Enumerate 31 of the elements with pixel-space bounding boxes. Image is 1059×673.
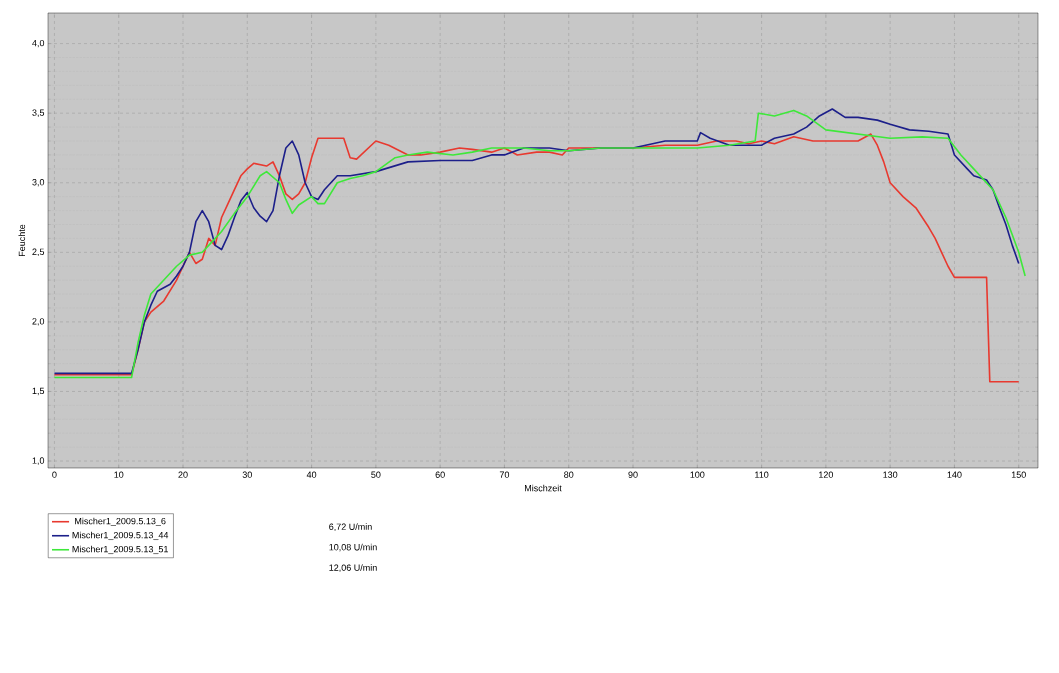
legend-label: Mischer1_2009.5.13_51 bbox=[72, 545, 168, 555]
text: 10,08 U/min bbox=[329, 543, 377, 552]
x-tick-label: 100 bbox=[690, 471, 705, 478]
text: 12,06 U/min bbox=[329, 564, 377, 572]
x-tick-label: 30 bbox=[242, 471, 252, 478]
y-tick-label: 1,5 bbox=[32, 387, 45, 396]
x-tick-label: 40 bbox=[306, 471, 317, 478]
x-tick-label: 120 bbox=[819, 471, 834, 478]
x-tick-label: 20 bbox=[178, 471, 188, 478]
legend-label: Mischer1_2009.5.13_6 bbox=[75, 517, 166, 527]
x-tick-label: 80 bbox=[564, 471, 574, 478]
text: 6,72 U/min bbox=[329, 523, 372, 531]
x-tick-label: 90 bbox=[628, 471, 638, 478]
y-tick-label: 3,0 bbox=[32, 179, 45, 187]
x-axis-title: Mischzeit bbox=[524, 484, 562, 492]
x-tick-label: 140 bbox=[947, 471, 962, 478]
x-tick-label: 150 bbox=[1011, 471, 1026, 478]
x-tick-label: 0 bbox=[52, 471, 57, 478]
x-tick-label: 50 bbox=[371, 471, 381, 478]
y-tick-label: 3,5 bbox=[32, 109, 45, 117]
x-tick-label: 110 bbox=[755, 471, 769, 478]
y-tick-label: 2,0 bbox=[32, 318, 45, 326]
y-tick-label: 4,0 bbox=[32, 39, 45, 48]
legend-label: Mischer1_2009.5.13_44 bbox=[72, 531, 169, 541]
y-axis-title: Feuchte bbox=[18, 224, 26, 257]
x-tick-label: 60 bbox=[435, 471, 445, 478]
x-tick-label: 130 bbox=[883, 471, 898, 478]
y-tick-label: 2,5 bbox=[32, 248, 45, 257]
y-tick-label: 1,0 bbox=[32, 457, 45, 465]
x-tick-label: 70 bbox=[499, 471, 510, 478]
x-tick-label: 10 bbox=[114, 471, 124, 478]
